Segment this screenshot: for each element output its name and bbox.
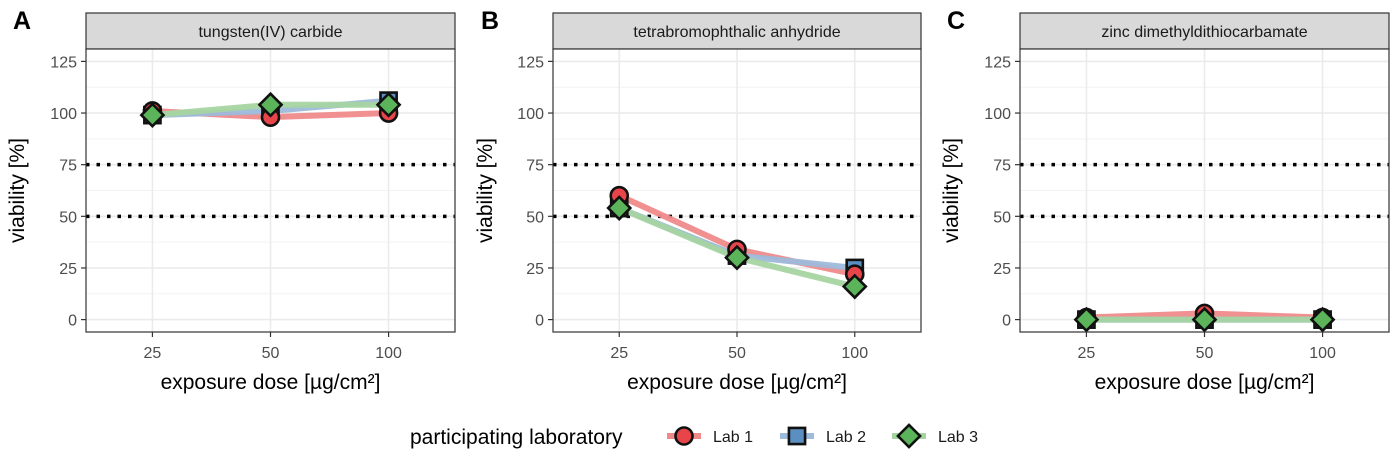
y-tick-label: 75 bbox=[526, 158, 544, 175]
legend-label: Lab 3 bbox=[938, 429, 978, 446]
y-tick-label: 0 bbox=[68, 313, 77, 330]
x-tick-label: 50 bbox=[1196, 345, 1214, 362]
y-axis-title: viability [%] bbox=[940, 138, 963, 243]
legend-key-diamond bbox=[896, 423, 922, 449]
legend-key-square bbox=[787, 426, 807, 446]
y-tick-label: 25 bbox=[59, 261, 77, 278]
data-point-lab-3 bbox=[257, 91, 284, 118]
x-tick-label: 25 bbox=[144, 345, 162, 362]
strip-title: zinc dimethyldithiocarbamate bbox=[1101, 24, 1307, 41]
strip-title: tungsten(IV) carbide bbox=[198, 24, 342, 41]
data-point-lab-3 bbox=[606, 195, 633, 221]
x-axis-title: exposure dose [µg/cm²] bbox=[1095, 371, 1315, 394]
y-tick-label: 50 bbox=[59, 209, 77, 226]
x-tick-label: 25 bbox=[1078, 345, 1096, 362]
y-axis-title: viability [%] bbox=[6, 138, 29, 243]
strip-background bbox=[85, 12, 456, 50]
strip-background bbox=[1019, 12, 1390, 50]
legend-key-circle bbox=[674, 426, 694, 446]
panel-tag: C bbox=[947, 7, 965, 35]
x-tick-label: 50 bbox=[262, 345, 280, 362]
y-tick-label: 100 bbox=[517, 106, 544, 123]
legend: participating laboratory Lab 1 Lab 2 Lab 3 bbox=[410, 423, 978, 449]
y-tick-label: 50 bbox=[993, 209, 1011, 226]
y-tick-label: 0 bbox=[535, 313, 544, 330]
data-point-lab-3 bbox=[1191, 306, 1218, 333]
data-point-lab-3 bbox=[139, 102, 166, 128]
x-axis-title: exposure dose [µg/cm²] bbox=[627, 371, 847, 394]
legend-label: Lab 1 bbox=[713, 429, 753, 446]
y-tick-label: 75 bbox=[59, 158, 77, 175]
y-tick-label: 125 bbox=[50, 54, 77, 71]
x-tick-label: 25 bbox=[610, 345, 628, 362]
x-tick-label: 100 bbox=[1309, 345, 1336, 362]
data-point-lab-3 bbox=[841, 273, 868, 300]
y-tick-label: 75 bbox=[993, 158, 1011, 175]
y-tick-label: 100 bbox=[984, 106, 1011, 123]
strip-background bbox=[552, 12, 922, 50]
x-axis-title: exposure dose [µg/cm²] bbox=[161, 371, 381, 394]
y-tick-label: 100 bbox=[50, 106, 77, 123]
data-point-lab-3 bbox=[375, 91, 402, 118]
y-tick-label: 25 bbox=[993, 261, 1011, 278]
y-axis-title: viability [%] bbox=[474, 138, 497, 243]
x-tick-label: 100 bbox=[841, 345, 868, 362]
strip-title: tetrabromophthalic anhydride bbox=[633, 24, 840, 41]
y-tick-label: 0 bbox=[1002, 313, 1011, 330]
y-tick-label: 125 bbox=[517, 54, 544, 71]
data-point-lab-3 bbox=[1309, 306, 1336, 333]
panel-tag: A bbox=[13, 7, 31, 35]
x-tick-label: 50 bbox=[728, 345, 746, 362]
panel-tag: B bbox=[481, 7, 499, 35]
data-point-lab-3 bbox=[1073, 306, 1100, 333]
y-tick-label: 125 bbox=[984, 54, 1011, 71]
y-tick-label: 25 bbox=[526, 261, 544, 278]
legend-label: Lab 2 bbox=[826, 429, 866, 446]
legend-title: participating laboratory bbox=[410, 426, 623, 449]
y-tick-label: 50 bbox=[526, 209, 544, 226]
data-point-lab-3 bbox=[724, 244, 750, 271]
x-tick-label: 100 bbox=[375, 345, 402, 362]
